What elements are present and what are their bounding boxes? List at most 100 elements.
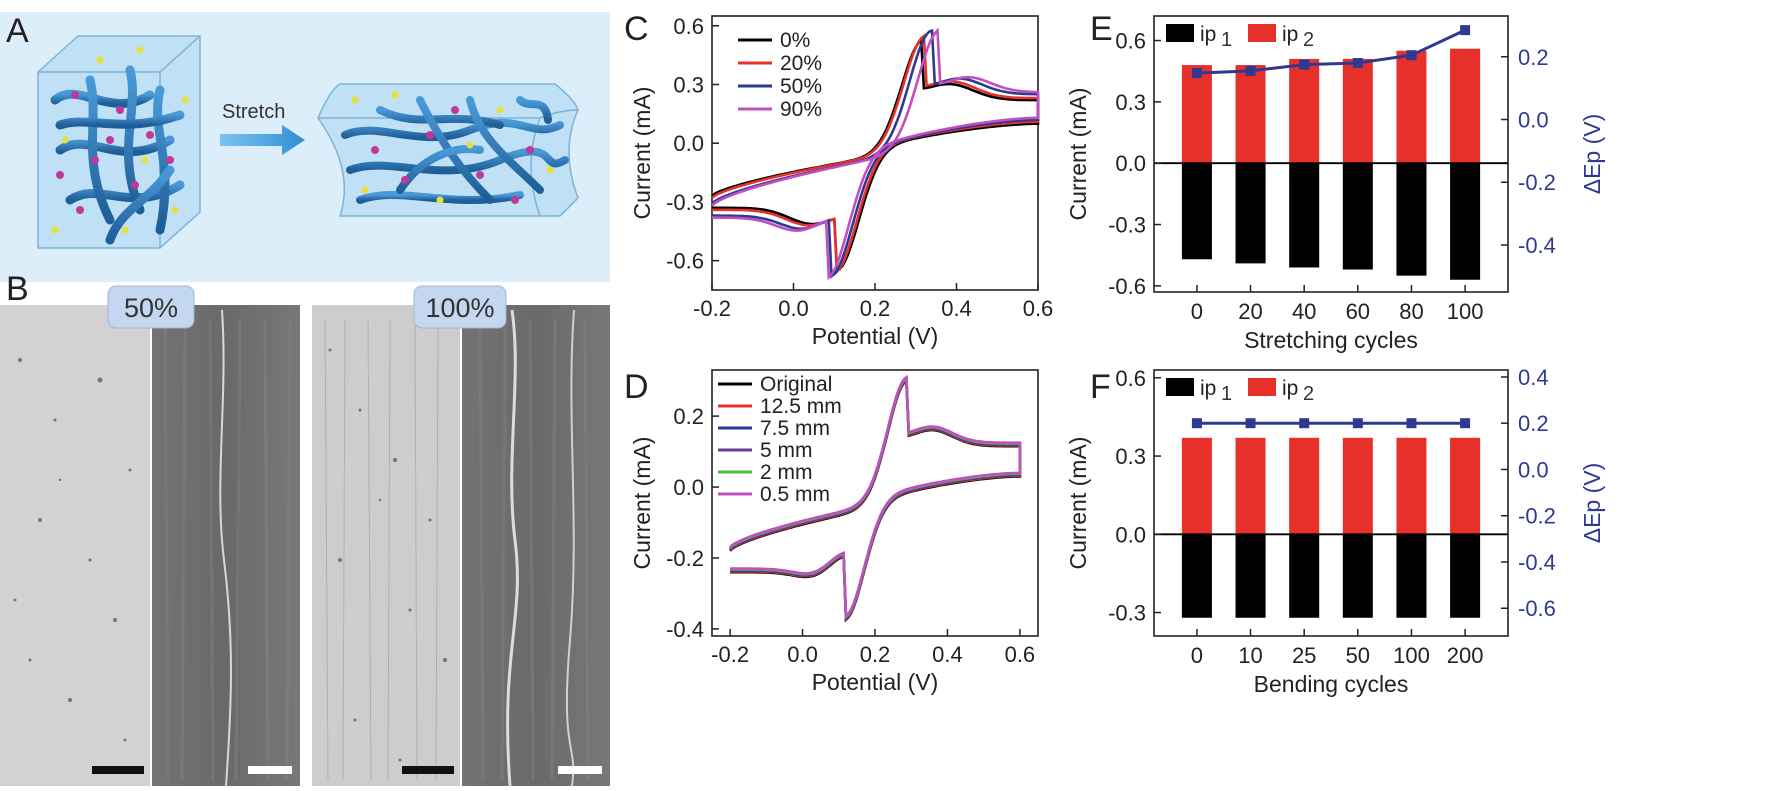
scale-bar — [248, 766, 292, 774]
micrograph-texture — [13, 348, 447, 762]
legend-label-ip1: ip — [1200, 23, 1216, 46]
panel-f: F 0 10 25 50 100 200 -0.3 0.0 0.3 0.6 -0.6 -0.4 -0.2… — [1065, 365, 1605, 697]
x-tick-label: 0.2 — [860, 296, 891, 321]
y2-tick-label: -0.6 — [1518, 596, 1556, 621]
micrograph-100-sem — [462, 305, 610, 786]
x-axis-label: Bending cycles — [1254, 671, 1409, 697]
bar-ip2 — [1450, 48, 1481, 164]
cv-curve-90- — [711, 27, 1040, 281]
bar-ip2 — [1342, 437, 1373, 535]
panel-label-a: A — [6, 12, 29, 50]
y2-tick-label: -0.4 — [1518, 233, 1556, 258]
bar-ip1 — [1181, 534, 1212, 618]
y-tick-label: 0.3 — [1115, 90, 1146, 115]
chart-e: 0 20 40 60 80 100 -0.6 -0.3 0.0 0.3 0.6 -0.4 -0.2 0.0… — [1065, 15, 1605, 353]
bar-ip1 — [1396, 534, 1427, 618]
delta-ep-point — [1299, 59, 1310, 70]
bar-ip1 — [1342, 163, 1373, 270]
legend-label: Original — [760, 373, 832, 396]
bar-ip2 — [1181, 437, 1212, 535]
legend-label: 5 mm — [760, 439, 813, 462]
x-tick-label: 0 — [1191, 643, 1203, 668]
delta-ep-point — [1460, 25, 1471, 36]
legend-label-ip2: ip — [1282, 23, 1298, 46]
plot-frame — [1153, 369, 1509, 637]
x-tick-label: 100 — [1447, 299, 1484, 324]
chart-d: -0.2 0.0 0.2 0.4 0.6-0.4-0.20.00.2Potential … — [629, 369, 1039, 695]
delta-ep-point — [1352, 418, 1363, 429]
legend-swatch-ip2 — [1248, 378, 1276, 396]
y2-tick-label: -0.2 — [1518, 170, 1556, 195]
plot-frame — [711, 15, 1039, 291]
y-tick-label: 0.6 — [673, 14, 704, 39]
y-axis-label: Current (mA) — [629, 437, 655, 570]
bar-ip2 — [1289, 58, 1320, 164]
bar-ip2 — [1342, 58, 1373, 164]
strain-badge-100: 100% — [413, 285, 507, 329]
panel-label-d: D — [624, 368, 649, 406]
x-tick-label: 10 — [1238, 643, 1262, 668]
legend-label: 7.5 mm — [760, 417, 830, 440]
bar-ip2 — [1289, 437, 1320, 535]
y-tick-label: -0.6 — [1108, 274, 1146, 299]
x-tick-label: 80 — [1399, 299, 1423, 324]
x-tick-label: 0.4 — [941, 296, 972, 321]
scale-bar — [92, 766, 144, 774]
panel-b: B — [0, 270, 610, 787]
legend-label-ip1: ip — [1200, 377, 1216, 400]
delta-ep-point — [1352, 58, 1363, 69]
svg-text:100%: 100% — [425, 293, 494, 323]
y-tick-label: -0.3 — [666, 190, 704, 215]
delta-ep-point — [1460, 418, 1471, 429]
legend-swatch-ip1 — [1166, 24, 1194, 42]
y-tick-label: 0.3 — [673, 73, 704, 98]
y-tick-label: -0.4 — [666, 617, 704, 642]
legend-swatch-ip2 — [1248, 24, 1276, 42]
y-tick-label: 0.6 — [1115, 29, 1146, 54]
y2-tick-label: -0.4 — [1518, 550, 1556, 575]
legend-subscript: 1 — [1221, 383, 1232, 405]
legend-label: 2 mm — [760, 461, 813, 484]
x-tick-label: 0.2 — [860, 642, 891, 667]
bar-ip1 — [1450, 163, 1481, 280]
micrograph-100-light — [312, 305, 460, 786]
delta-ep-point — [1245, 65, 1256, 76]
bar-ip2 — [1235, 437, 1266, 535]
x-tick-label: 20 — [1238, 299, 1262, 324]
y-tick-label: -0.6 — [666, 249, 704, 274]
y2-axis-label: ΔEp (V) — [1579, 463, 1605, 544]
delta-ep-point — [1406, 50, 1417, 61]
y-axis-label: Current (mA) — [629, 87, 655, 220]
x-tick-label: 40 — [1292, 299, 1316, 324]
y-tick-label: 0.3 — [1115, 444, 1146, 469]
x-tick-label: 100 — [1393, 643, 1430, 668]
plot-frame — [1153, 15, 1509, 293]
x-tick-label: -0.2 — [711, 642, 749, 667]
legend-label: 90% — [780, 98, 822, 121]
x-tick-label: 200 — [1447, 643, 1484, 668]
x-axis-label: Potential (V) — [812, 669, 939, 695]
legend-subscript: 1 — [1221, 29, 1232, 51]
panel-d: D -0.2 0.0 0.2 0.4 0.6-0.4-0.20.00.2Potentia… — [624, 368, 1039, 695]
x-tick-label: 0.6 — [1005, 642, 1036, 667]
y-tick-label: 0.6 — [1115, 366, 1146, 391]
legend-subscript: 2 — [1303, 29, 1314, 51]
x-tick-label: 0.4 — [932, 642, 963, 667]
y-tick-label: 0.0 — [1115, 151, 1146, 176]
y-axis-label: Current (mA) — [1065, 437, 1091, 570]
legend-label: 0.5 mm — [760, 483, 830, 506]
x-axis-label: Stretching cycles — [1244, 327, 1418, 353]
bar-ip2 — [1235, 65, 1266, 164]
sem-crack-50 — [219, 309, 232, 787]
panel-a: A — [0, 12, 610, 282]
y2-tick-label: 0.4 — [1518, 365, 1549, 390]
y-tick-label: -0.3 — [1108, 601, 1146, 626]
y2-tick-label: 0.0 — [1518, 108, 1549, 133]
x-tick-label: 50 — [1346, 643, 1370, 668]
legend-swatch-ip1 — [1166, 378, 1194, 396]
delta-ep-point — [1406, 418, 1417, 429]
bar-ip1 — [1235, 163, 1266, 264]
cv-curve-0-5-mm — [729, 374, 1022, 619]
y-axis-label: Current (mA) — [1065, 88, 1091, 221]
